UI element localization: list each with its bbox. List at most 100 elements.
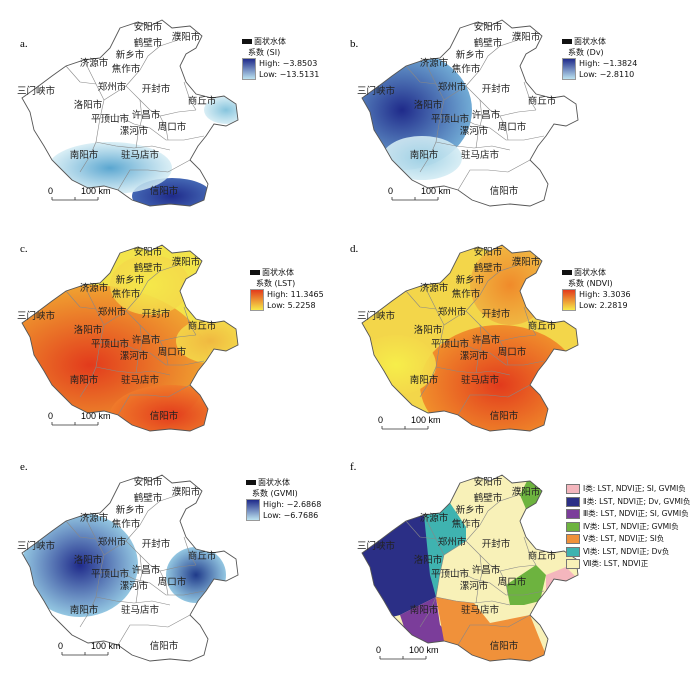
low-prefix: Low:	[267, 301, 288, 310]
class-legend: Ⅰ类: LST, NDVI正; SI, GVMI负 Ⅱ类: LST, NDVI正;…	[566, 483, 691, 571]
class-legend-item: Ⅵ类: LST, NDVI正; Dv负	[566, 546, 691, 559]
coefficient-surface	[22, 513, 138, 617]
county-boundary	[523, 306, 537, 336]
city-label: 南阳市	[70, 604, 99, 616]
city-label: 平顶山市	[431, 113, 470, 125]
city-label: 周口市	[158, 346, 187, 358]
low-prefix: Low:	[259, 70, 280, 79]
coef-label: 系数 (NDVI)	[568, 279, 613, 288]
city-label: 郑州市	[438, 306, 467, 318]
city-label: 平顶山市	[91, 568, 130, 580]
county-boundary	[499, 340, 509, 366]
county-boundary	[435, 366, 511, 376]
city-label: 信阳市	[150, 185, 179, 197]
low-value: 5.2258	[287, 301, 316, 310]
county-boundary	[125, 540, 197, 572]
coef-label: 系数 (SI)	[248, 48, 281, 57]
coef-label: 系数 (Dv)	[568, 48, 604, 57]
scale-zero: 0	[48, 411, 54, 421]
low-value: −6.7686	[283, 511, 319, 520]
city-label: 驻马店市	[461, 149, 500, 161]
panel-label: c.	[20, 243, 28, 255]
city-label: 洛阳市	[414, 99, 443, 111]
city-label: 漯河市	[460, 580, 489, 592]
city-label: 濮阳市	[172, 31, 201, 43]
class-legend-item: Ⅰ类: LST, NDVI正; SI, GVMI负	[566, 483, 691, 496]
low-prefix: Low:	[263, 511, 284, 520]
class-legend-item: Ⅳ类: LST, NDVI正; GVMI负	[566, 521, 691, 534]
low-value: 2.2819	[599, 301, 628, 310]
county-boundary	[405, 290, 437, 310]
city-label: 鹤壁市	[134, 262, 163, 274]
city-label: 洛阳市	[414, 324, 443, 336]
county-boundary	[65, 65, 97, 85]
city-label: 安阳市	[474, 21, 503, 33]
city-label: 济源市	[420, 282, 449, 294]
city-label: 焦作市	[112, 63, 141, 75]
city-label: 新乡市	[116, 274, 145, 286]
city-label: 许昌市	[472, 109, 501, 121]
ramp-swatch	[246, 499, 260, 521]
high-prefix: High:	[263, 500, 287, 509]
city-label: 焦作市	[112, 288, 141, 300]
county-boundary	[465, 310, 537, 342]
class-legend-item: Ⅶ类: LST, NDVI正	[566, 558, 691, 571]
province-outline	[361, 474, 579, 662]
county-boundary	[159, 340, 169, 366]
county-boundary	[439, 340, 545, 366]
city-label: 漯河市	[460, 125, 489, 137]
city-label: 南阳市	[70, 374, 99, 386]
low-value: −2.8110	[599, 70, 635, 79]
county-boundary	[405, 520, 437, 540]
county-boundary	[95, 596, 171, 606]
county-boundary	[103, 39, 179, 101]
city-label: 信阳市	[150, 410, 179, 422]
ramp-swatch	[250, 289, 264, 311]
class-legend-item: Ⅱ类: LST, NDVI正; Dv, GVMI负	[566, 496, 691, 509]
water-swatch-icon	[250, 270, 260, 275]
water-label: 面状水体	[254, 37, 286, 46]
scale-bar-line	[51, 422, 99, 426]
city-label: 驻马店市	[121, 604, 160, 616]
scale-bar: 0 100 km	[376, 645, 439, 655]
city-label: 新乡市	[116, 504, 145, 516]
city-label: 济源市	[80, 57, 109, 69]
panel-label: b.	[350, 38, 359, 50]
water-swatch-icon	[246, 480, 256, 485]
class-legend-item: Ⅴ类: LST, NDVI正; SI负	[566, 533, 691, 546]
class-swatch	[566, 534, 580, 544]
city-label: 三门峡市	[357, 540, 396, 552]
map-panel-d: 安阳市 濮阳市 鹤壁市 新乡市 济源市 焦作市 三门峡市 郑州市 开封市 商丘市 洛阳市 许昌市 平顶山…	[340, 225, 680, 445]
city-label: 周口市	[498, 576, 527, 588]
city-label: 济源市	[80, 282, 109, 294]
coefficient-surface	[420, 325, 578, 431]
city-label: 开封市	[482, 83, 511, 95]
city-label: 信阳市	[490, 410, 519, 422]
county-boundary	[457, 159, 531, 191]
city-label: 鹤壁市	[474, 262, 503, 274]
city-label: 商丘市	[188, 550, 217, 562]
city-label: 漯河市	[460, 350, 489, 362]
scale-length: 100 km	[91, 641, 121, 651]
county-boundary	[465, 540, 537, 572]
legend-b: 面状水体 系数 (Dv) High: −1.3824 Low: −2.8110	[562, 36, 637, 80]
water-swatch-icon	[562, 270, 572, 275]
ramp-swatch	[242, 58, 256, 80]
legend-e: 面状水体 系数 (GVMI) High: −2.6868 Low: −6.768…	[246, 477, 321, 521]
scale-bar-line	[381, 426, 429, 430]
city-label: 周口市	[158, 121, 187, 133]
high-value: −2.6868	[286, 500, 322, 509]
city-label: 焦作市	[112, 518, 141, 530]
city-label: 鹤壁市	[134, 492, 163, 504]
class-swatch	[566, 509, 580, 519]
county-boundary	[183, 81, 197, 111]
county-boundary	[103, 264, 179, 326]
scale-zero: 0	[378, 415, 384, 425]
city-label: 安阳市	[474, 476, 503, 488]
scale-bar: 0 100 km	[58, 641, 121, 651]
city-label: 开封市	[482, 308, 511, 320]
map-panel-c: 安阳市 濮阳市 鹤壁市 新乡市 济源市 焦作市 三门峡市 郑州市 开封市 商丘市 洛阳市 许昌市 平顶山…	[0, 225, 340, 445]
class-swatch	[566, 496, 580, 507]
